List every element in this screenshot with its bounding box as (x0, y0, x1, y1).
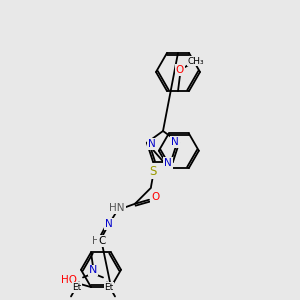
Text: N: N (89, 266, 97, 275)
Text: CH₃: CH₃ (188, 57, 204, 66)
Text: HN: HN (109, 203, 125, 213)
Text: N: N (171, 137, 179, 147)
Text: C: C (98, 236, 106, 246)
Text: Et: Et (104, 283, 114, 292)
Text: N: N (164, 158, 172, 168)
Text: O: O (176, 65, 184, 75)
Text: N: N (105, 219, 113, 229)
Text: O: O (151, 192, 159, 202)
Text: N: N (148, 139, 156, 149)
Text: Et: Et (72, 283, 82, 292)
Text: H: H (92, 236, 100, 246)
Text: HO: HO (61, 275, 77, 285)
Text: S: S (149, 165, 157, 178)
